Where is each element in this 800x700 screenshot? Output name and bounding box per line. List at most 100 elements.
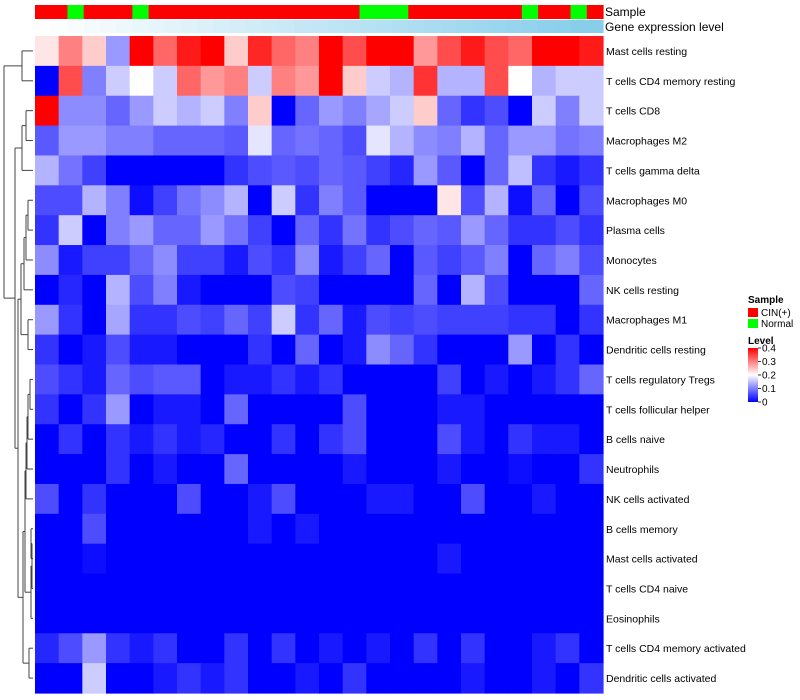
heatmap-cell [532,543,557,575]
heatmap-cell [319,215,344,246]
heatmap-cell [248,274,273,306]
heatmap-cell [82,663,107,694]
heatmap-cell [248,543,273,575]
heatmap-cell [555,573,580,605]
heatmap-cell [58,36,83,67]
legend-normal-swatch [748,319,758,328]
heatmap-cell [532,454,557,485]
heatmap-cell [82,95,107,127]
heatmap-cell [224,483,249,515]
heatmap-cell [224,334,249,366]
gene-expression-cell [456,20,474,33]
heatmap-cell [58,245,83,276]
heatmap-cell [153,513,178,545]
gene-expression-cell [164,20,182,33]
gene-expression-cell [538,20,555,33]
heatmap-cell [508,65,533,97]
heatmap-cell [461,633,486,664]
sample-cell [554,5,572,19]
heatmap-cell [153,633,178,664]
heatmap-cell [342,334,367,366]
sample-cell [489,5,507,19]
heatmap-cell [508,274,533,306]
heatmap-cell [153,573,178,605]
heatmap-cell [413,274,438,306]
heatmap-cell [35,454,60,485]
heatmap-cell [106,155,131,186]
heatmap-cell [35,215,60,246]
sample-cell [213,5,231,19]
heatmap-cell [129,245,154,276]
heatmap-cell [508,125,533,157]
heatmap-cell [58,155,83,186]
heatmap-cell [413,364,438,395]
heatmap-cell [555,394,580,425]
row-label: Dendritic cells activated [606,673,716,685]
row-label: T cells follicular helper [606,404,710,416]
heatmap-cell [271,513,296,545]
row-label: NK cells resting [606,285,679,297]
heatmap-cell [248,364,273,395]
heatmap-cell [579,663,604,694]
heatmap-cell [532,215,557,246]
heatmap-cell [413,95,438,127]
heatmap-cell [248,95,273,127]
heatmap-cell [437,394,462,425]
heatmap-cell [295,334,320,366]
heatmap-cell [35,304,60,336]
heatmap-cell [248,125,273,157]
heatmap-cell [106,454,131,485]
sample-cell [586,5,604,19]
heatmap-cell [319,155,344,186]
heatmap-cell [295,483,320,515]
heatmap-cell [58,185,83,216]
heatmap-cell [366,633,391,664]
heatmap-cell [366,394,391,425]
heatmap-cell [248,245,273,276]
heatmap-cell [461,573,486,605]
heatmap-cell [484,513,509,545]
sample-cell [456,5,474,19]
gene-expression-cell [489,20,507,33]
heatmap-cell [555,454,580,485]
sample-cell [51,5,69,19]
heatmap-cell [461,274,486,306]
heatmap-cell [82,394,107,425]
heatmap-cell [248,155,273,186]
heatmap-cell [342,274,367,306]
heatmap-cell [437,65,462,97]
heatmap-cell [177,215,202,246]
heatmap-cell [177,513,202,545]
heatmap-cell [35,543,60,575]
heatmap-cell [106,304,131,336]
heatmap-cell [224,424,249,455]
heatmap-cell [271,364,296,395]
heatmap-cell [129,483,154,515]
gene-expression-cell [408,20,426,33]
heatmap-cell [200,454,225,485]
heatmap-cell [106,543,131,575]
heatmap-cell [461,603,486,634]
heatmap-cell [82,155,107,186]
heatmap-cell [484,95,509,127]
sample-cell [408,5,426,19]
heatmap-cell [342,155,367,186]
heatmap-cell [177,304,202,336]
heatmap-cell [484,334,509,366]
sample-cell [538,5,555,19]
heatmap-cell [319,125,344,157]
heatmap-cell [366,304,391,336]
heatmap-cell [532,65,557,97]
heatmap-cell [200,483,225,515]
heatmap-cell [200,334,225,366]
heatmap-cell [271,633,296,664]
heatmap-cell [248,304,273,336]
heatmap-cell [555,364,580,395]
heatmap-cell [342,573,367,605]
heatmap-cells [35,36,604,694]
heatmap-cell [271,394,296,425]
heatmap-cell [200,633,225,664]
heatmap-cell [177,663,202,694]
heatmap-cell [200,65,225,97]
heatmap-cell [342,65,367,97]
